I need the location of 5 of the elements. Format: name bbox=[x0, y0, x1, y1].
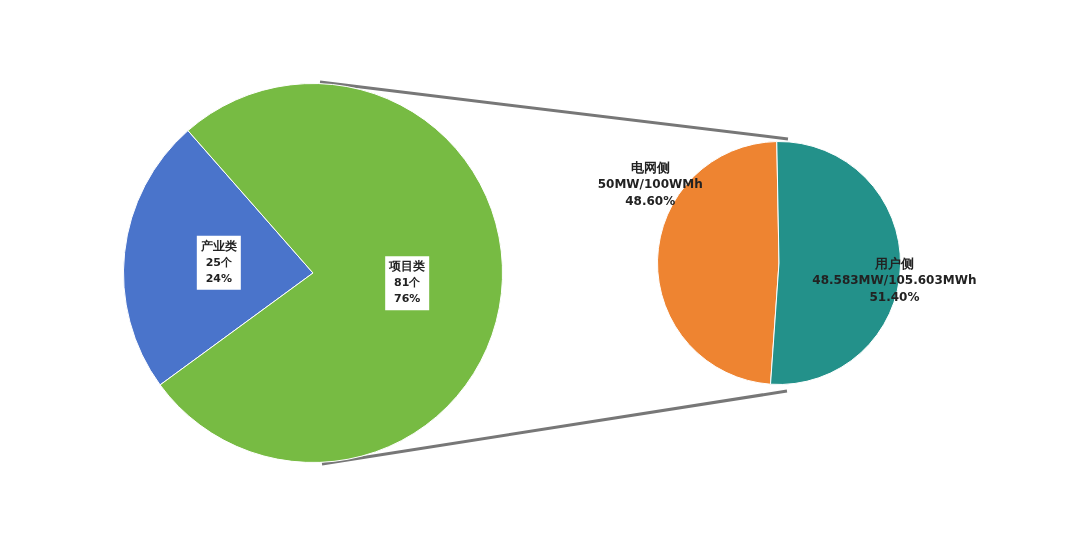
data-label: 25个 24% bbox=[205, 255, 233, 285]
slice-label: 电网侧 bbox=[630, 159, 670, 175]
slice-label: 项目类 bbox=[388, 259, 426, 274]
data-label: 81个 76% bbox=[394, 276, 422, 306]
slice-label: 产业类 bbox=[199, 238, 237, 253]
